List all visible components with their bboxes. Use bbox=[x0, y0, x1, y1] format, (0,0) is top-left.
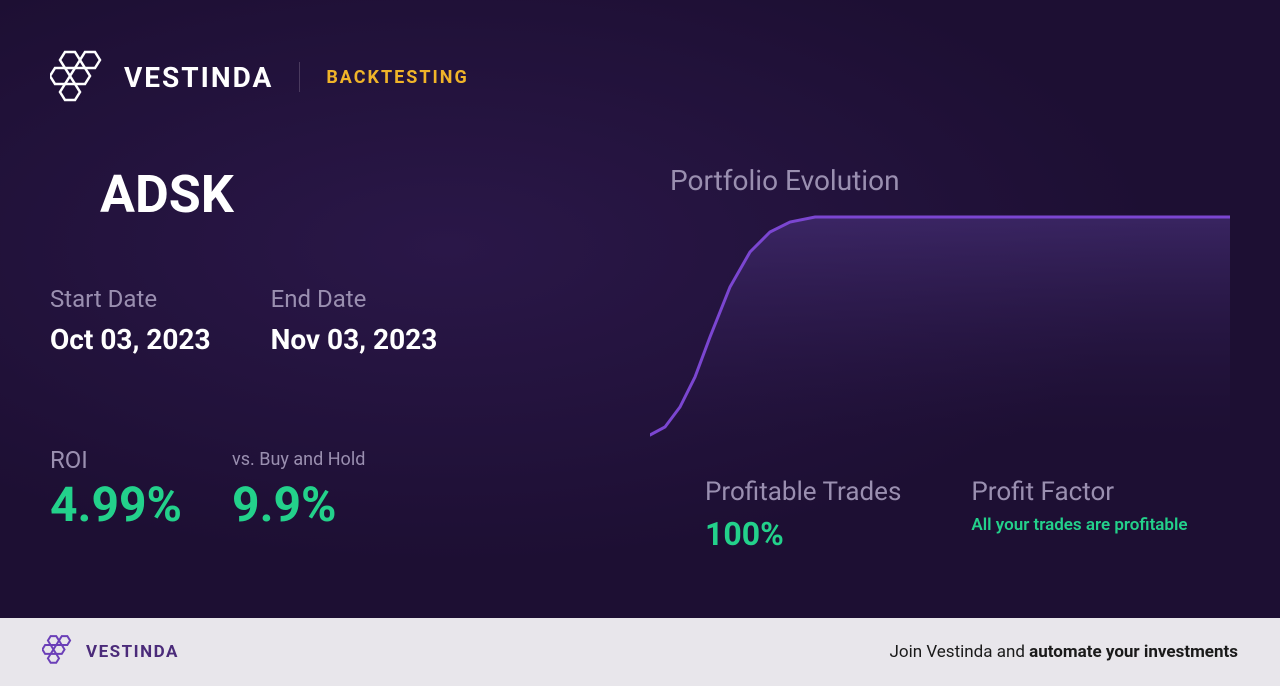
footer-cta: Join Vestinda and automate your investme… bbox=[890, 642, 1238, 662]
date-range: Start Date Oct 03, 2023 End Date Nov 03,… bbox=[50, 285, 610, 356]
vs-buyhold-block: vs. Buy and Hold 9.9% bbox=[232, 449, 365, 533]
header: VESTINDA BACKTESTING bbox=[50, 50, 1230, 104]
profit-factor-label: Profit Factor bbox=[971, 477, 1187, 507]
start-date-value: Oct 03, 2023 bbox=[50, 323, 211, 356]
left-metrics: ROI 4.99% vs. Buy and Hold 9.9% bbox=[50, 446, 610, 533]
left-column: ADSK Start Date Oct 03, 2023 End Date No… bbox=[50, 164, 610, 553]
header-divider bbox=[299, 62, 300, 92]
roi-label: ROI bbox=[50, 446, 182, 474]
start-date-block: Start Date Oct 03, 2023 bbox=[50, 285, 211, 356]
footer: VESTINDA Join Vestinda and automate your… bbox=[0, 618, 1280, 686]
start-date-label: Start Date bbox=[50, 285, 211, 313]
content: ADSK Start Date Oct 03, 2023 End Date No… bbox=[50, 164, 1230, 553]
end-date-label: End Date bbox=[271, 285, 438, 313]
profit-factor-note: All your trades are profitable bbox=[971, 515, 1187, 535]
footer-cta-bold: automate your investments bbox=[1029, 642, 1238, 662]
footer-cta-pre: Join Vestinda and bbox=[890, 642, 1030, 662]
roi-block: ROI 4.99% bbox=[50, 446, 182, 533]
end-date-value: Nov 03, 2023 bbox=[271, 323, 438, 356]
chart-title: Portfolio Evolution bbox=[670, 164, 1230, 197]
vs-buyhold-value: 9.9% bbox=[232, 476, 365, 533]
roi-value: 4.99% bbox=[50, 476, 182, 533]
page-label: BACKTESTING bbox=[326, 67, 468, 88]
portfolio-chart bbox=[650, 207, 1230, 437]
profit-factor-block: Profit Factor All your trades are profit… bbox=[971, 477, 1187, 553]
footer-brand-name: VESTINDA bbox=[86, 642, 179, 662]
brand-logo: VESTINDA bbox=[50, 50, 273, 104]
right-column: Portfolio Evolution Profitable Trades 10… bbox=[650, 164, 1230, 553]
right-metrics: Profitable Trades 100% Profit Factor All… bbox=[705, 477, 1230, 553]
profitable-trades-block: Profitable Trades 100% bbox=[705, 477, 901, 553]
footer-logo: VESTINDA bbox=[42, 635, 179, 669]
profitable-trades-value: 100% bbox=[705, 515, 901, 553]
vs-buyhold-label: vs. Buy and Hold bbox=[232, 449, 365, 470]
profitable-trades-label: Profitable Trades bbox=[705, 477, 901, 507]
brand-name: VESTINDA bbox=[124, 61, 273, 94]
main-panel: VESTINDA BACKTESTING ADSK Start Date Oct… bbox=[0, 0, 1280, 618]
ticker-symbol: ADSK bbox=[100, 164, 610, 225]
end-date-block: End Date Nov 03, 2023 bbox=[271, 285, 438, 356]
hex-logo-icon bbox=[50, 50, 110, 104]
hex-logo-icon bbox=[42, 635, 76, 669]
